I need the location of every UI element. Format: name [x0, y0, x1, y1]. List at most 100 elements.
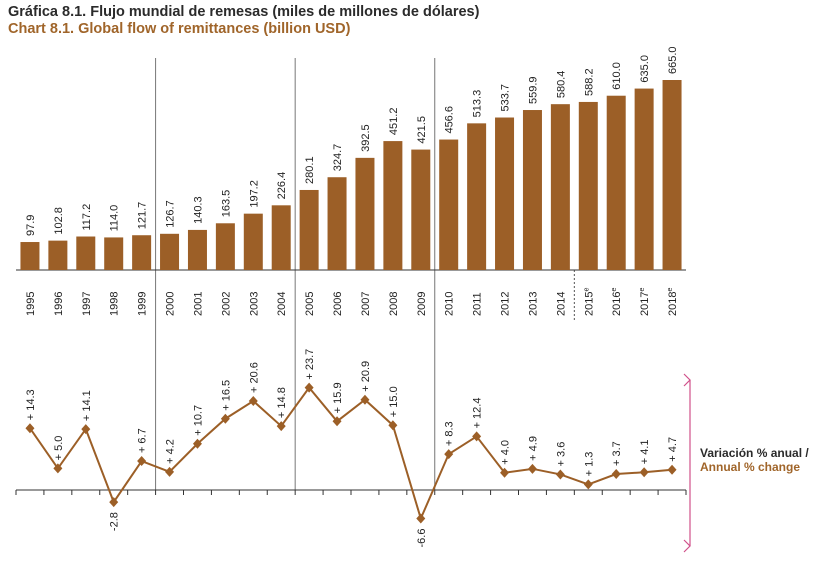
year-tick-label: 2000: [165, 292, 177, 316]
bar-value-label: 163.5: [220, 190, 232, 218]
bar: [383, 141, 403, 270]
line-point-marker: [109, 497, 119, 508]
line-point-marker: [444, 449, 454, 460]
bar: [299, 189, 319, 270]
line-value-label: + 12.4: [472, 398, 484, 429]
year-tick-label: 2006: [332, 292, 344, 316]
bar: [48, 240, 68, 270]
bar-value-label: 392.5: [360, 124, 372, 152]
line-point-marker: [332, 416, 342, 427]
year-tick-label: 2012: [500, 292, 512, 316]
line-value-label: -2.8: [109, 512, 121, 531]
bar: [20, 242, 40, 270]
line-point-marker: [611, 469, 621, 480]
annual-change-label-es: Variación % anual /: [700, 446, 809, 460]
bar: [327, 177, 347, 270]
line-point-marker: [667, 464, 677, 475]
bar-value-label: 140.3: [192, 196, 204, 224]
line-point-marker: [81, 424, 91, 435]
bar: [495, 117, 515, 270]
bar-value-label: 102.8: [53, 207, 65, 235]
year-tick-label: 2007: [360, 292, 372, 316]
bar-value-label: 117.2: [81, 204, 93, 231]
bar-value-label: 197.2: [248, 180, 260, 208]
year-tick-label: 2002: [220, 292, 232, 316]
bar: [132, 235, 152, 270]
line-point-marker: [583, 479, 593, 490]
year-tick-label: 2004: [276, 292, 288, 316]
bar: [550, 104, 570, 271]
line-point-marker: [388, 420, 398, 431]
year-tick-label: 2008: [388, 292, 400, 316]
year-tick-label: 2017e: [639, 288, 651, 316]
bar: [160, 233, 180, 270]
year-tick-label: 2015e: [583, 288, 595, 316]
line-value-label: + 20.9: [360, 361, 372, 392]
line-value-label: + 14.3: [25, 389, 37, 420]
year-tick-label: 1996: [53, 292, 65, 316]
line-point-marker: [360, 394, 370, 405]
year-tick-label: 2014: [555, 292, 567, 316]
bar: [271, 205, 291, 270]
bar: [606, 95, 626, 270]
line-value-label: + 5.0: [53, 436, 65, 461]
line-point-marker: [165, 466, 175, 477]
year-tick-label: 2016e: [611, 288, 623, 316]
line-value-label: + 8.3: [444, 421, 456, 446]
bar-value-label: 226.4: [276, 172, 288, 200]
year-tick-label: 1997: [81, 292, 93, 316]
line-value-label: -6.6: [416, 529, 428, 548]
bar-value-label: 121.7: [137, 202, 149, 230]
bar: [522, 110, 542, 271]
line-value-label: + 3.7: [611, 441, 623, 466]
line-value-label: + 10.7: [192, 405, 204, 436]
chart-subtitle: Chart 8.1. Global flow of remittances (b…: [8, 21, 351, 37]
bar-value-label: 559.9: [527, 76, 539, 104]
line-value-label: + 4.9: [527, 436, 539, 461]
year-tick-label: 2013: [527, 292, 539, 316]
line-value-label: + 4.2: [165, 439, 177, 464]
bar-value-label: 588.2: [583, 68, 595, 96]
line-point-marker: [527, 463, 537, 474]
bar-value-label: 324.7: [332, 144, 344, 172]
line-value-label: + 1.3: [583, 452, 595, 477]
year-tick-label: 2005: [304, 292, 316, 316]
bar-value-label: 513.3: [472, 90, 484, 118]
year-tick-label: 1995: [25, 292, 37, 316]
line-value-label: + 3.6: [555, 442, 567, 467]
bar: [187, 229, 207, 270]
bar-value-label: 97.9: [25, 215, 37, 236]
bar: [104, 237, 124, 270]
bracket-arrow-top: [683, 373, 691, 387]
line-point-marker: [304, 382, 314, 393]
line-point-marker: [555, 469, 565, 480]
bar-value-label: 126.7: [165, 200, 177, 228]
bar-value-label: 533.7: [500, 84, 512, 112]
bar-value-label: 114.0: [109, 205, 121, 232]
bar: [662, 80, 682, 270]
year-tick-label: 2011: [472, 292, 484, 316]
bracket-arrow-bottom: [683, 539, 691, 553]
year-tick-label: 2003: [248, 292, 260, 316]
line-value-label: + 14.1: [81, 390, 93, 421]
bar: [439, 139, 459, 270]
line-point-marker: [137, 456, 147, 467]
line-point-marker: [472, 431, 482, 442]
line-value-label: + 4.1: [639, 440, 651, 465]
bar-value-label: 451.2: [388, 108, 400, 136]
line-point-marker: [416, 513, 426, 524]
year-tick-label: 2018e: [667, 288, 679, 316]
bar-value-label: 610.0: [611, 62, 623, 90]
line-value-label: + 4.0: [500, 440, 512, 465]
line-point-marker: [220, 413, 230, 424]
year-tick-label: 1999: [137, 292, 149, 316]
annual-change-label-en: Annual % change: [700, 460, 801, 474]
bar: [411, 149, 431, 270]
annual-change-line: [29, 385, 673, 522]
line-point-marker: [192, 438, 202, 449]
bar: [578, 101, 598, 270]
bar-value-label: 635.0: [639, 55, 651, 83]
line-value-label: + 23.7: [304, 349, 316, 380]
bar: [215, 223, 235, 270]
